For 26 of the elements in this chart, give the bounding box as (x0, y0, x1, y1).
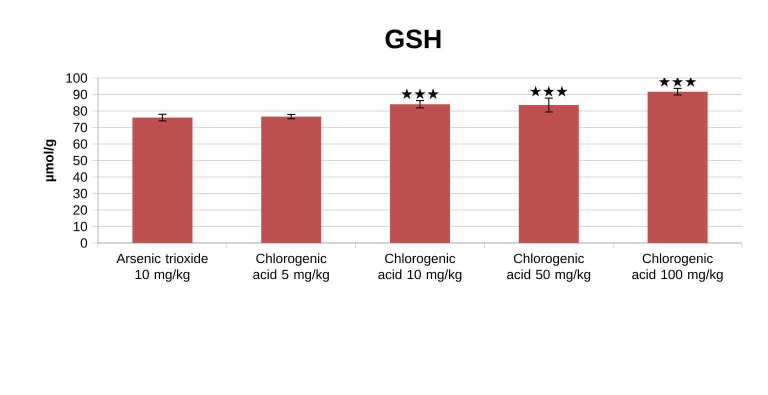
bar (390, 104, 450, 243)
y-tick-label: 100 (66, 73, 88, 83)
y-tick-label: 0 (80, 238, 88, 248)
y-tick-label: 20 (73, 205, 88, 215)
x-tick-label: Chlorogenic acid 50 mg/kg (507, 253, 590, 282)
y-tick-label: 70 (73, 122, 88, 132)
bar (261, 116, 322, 243)
y-tick-label: 90 (73, 90, 88, 100)
y-tick-label: 30 (73, 188, 88, 198)
y-tick-label: 40 (73, 172, 88, 182)
y-axis-title: µmol/g (44, 140, 56, 182)
y-tick-label: 10 (74, 222, 88, 232)
y-tick-label: 50 (73, 156, 88, 166)
annotation: ★★★ (401, 88, 439, 99)
chart-title: GSH (386, 30, 440, 48)
x-tick-label: Arsenic trioxide 10 mg/kg (116, 253, 208, 282)
y-tick-label: 80 (73, 106, 88, 116)
bar (518, 105, 579, 243)
x-tick-label: Chlorogenic acid 5 mg/kg (253, 253, 329, 282)
y-tick-label: 60 (73, 139, 88, 149)
x-tick-label: Chlorogenic acid 100 mg/kg (632, 253, 723, 282)
bar (132, 118, 192, 243)
annotation: ★★★ (658, 76, 696, 87)
annotation: ★★★ (530, 86, 568, 97)
x-tick-label: Chlorogenic acid 10 mg/kg (378, 253, 462, 282)
bar (648, 92, 708, 243)
